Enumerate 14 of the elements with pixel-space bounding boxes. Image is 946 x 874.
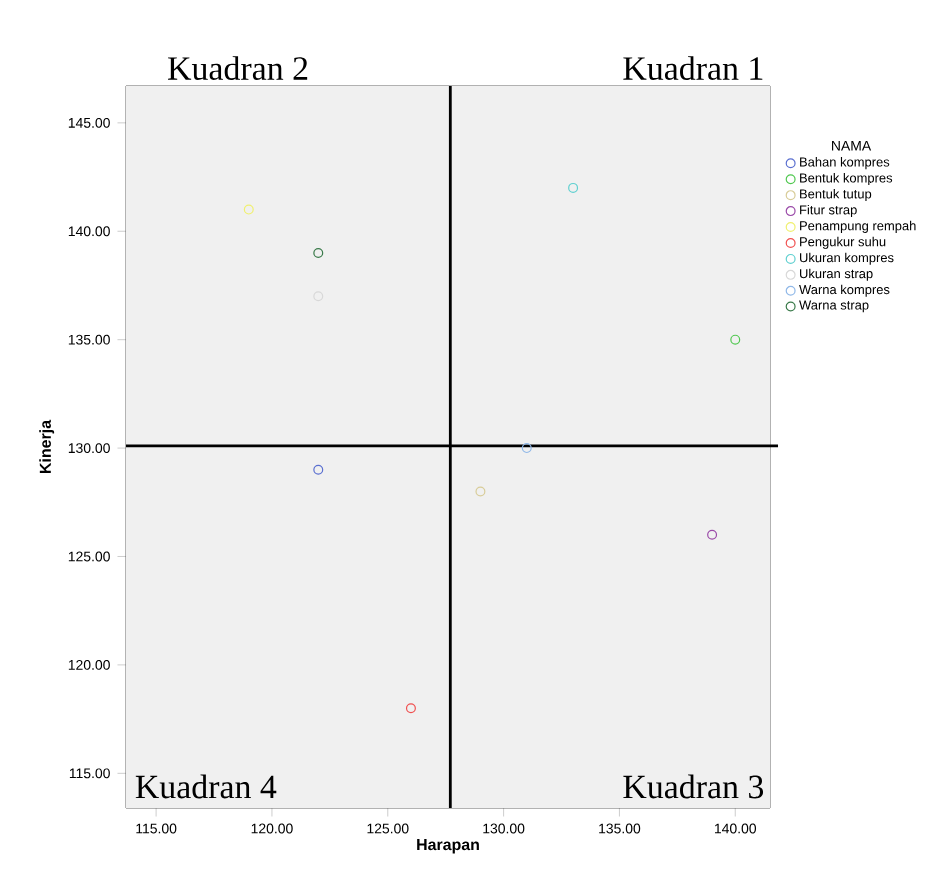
annotation: Kuadran 3 [623,774,764,799]
point [313,247,324,258]
point [730,334,741,345]
point [707,529,718,540]
text: Kuadran 1 [623,56,763,80]
point [521,443,532,454]
text: Kuadran 2 [168,56,308,80]
point [313,291,324,302]
point [243,204,254,215]
point [568,182,579,193]
point [313,464,324,475]
point [405,703,416,714]
point [475,486,486,497]
annotation: Kuadran 4 [135,774,277,799]
